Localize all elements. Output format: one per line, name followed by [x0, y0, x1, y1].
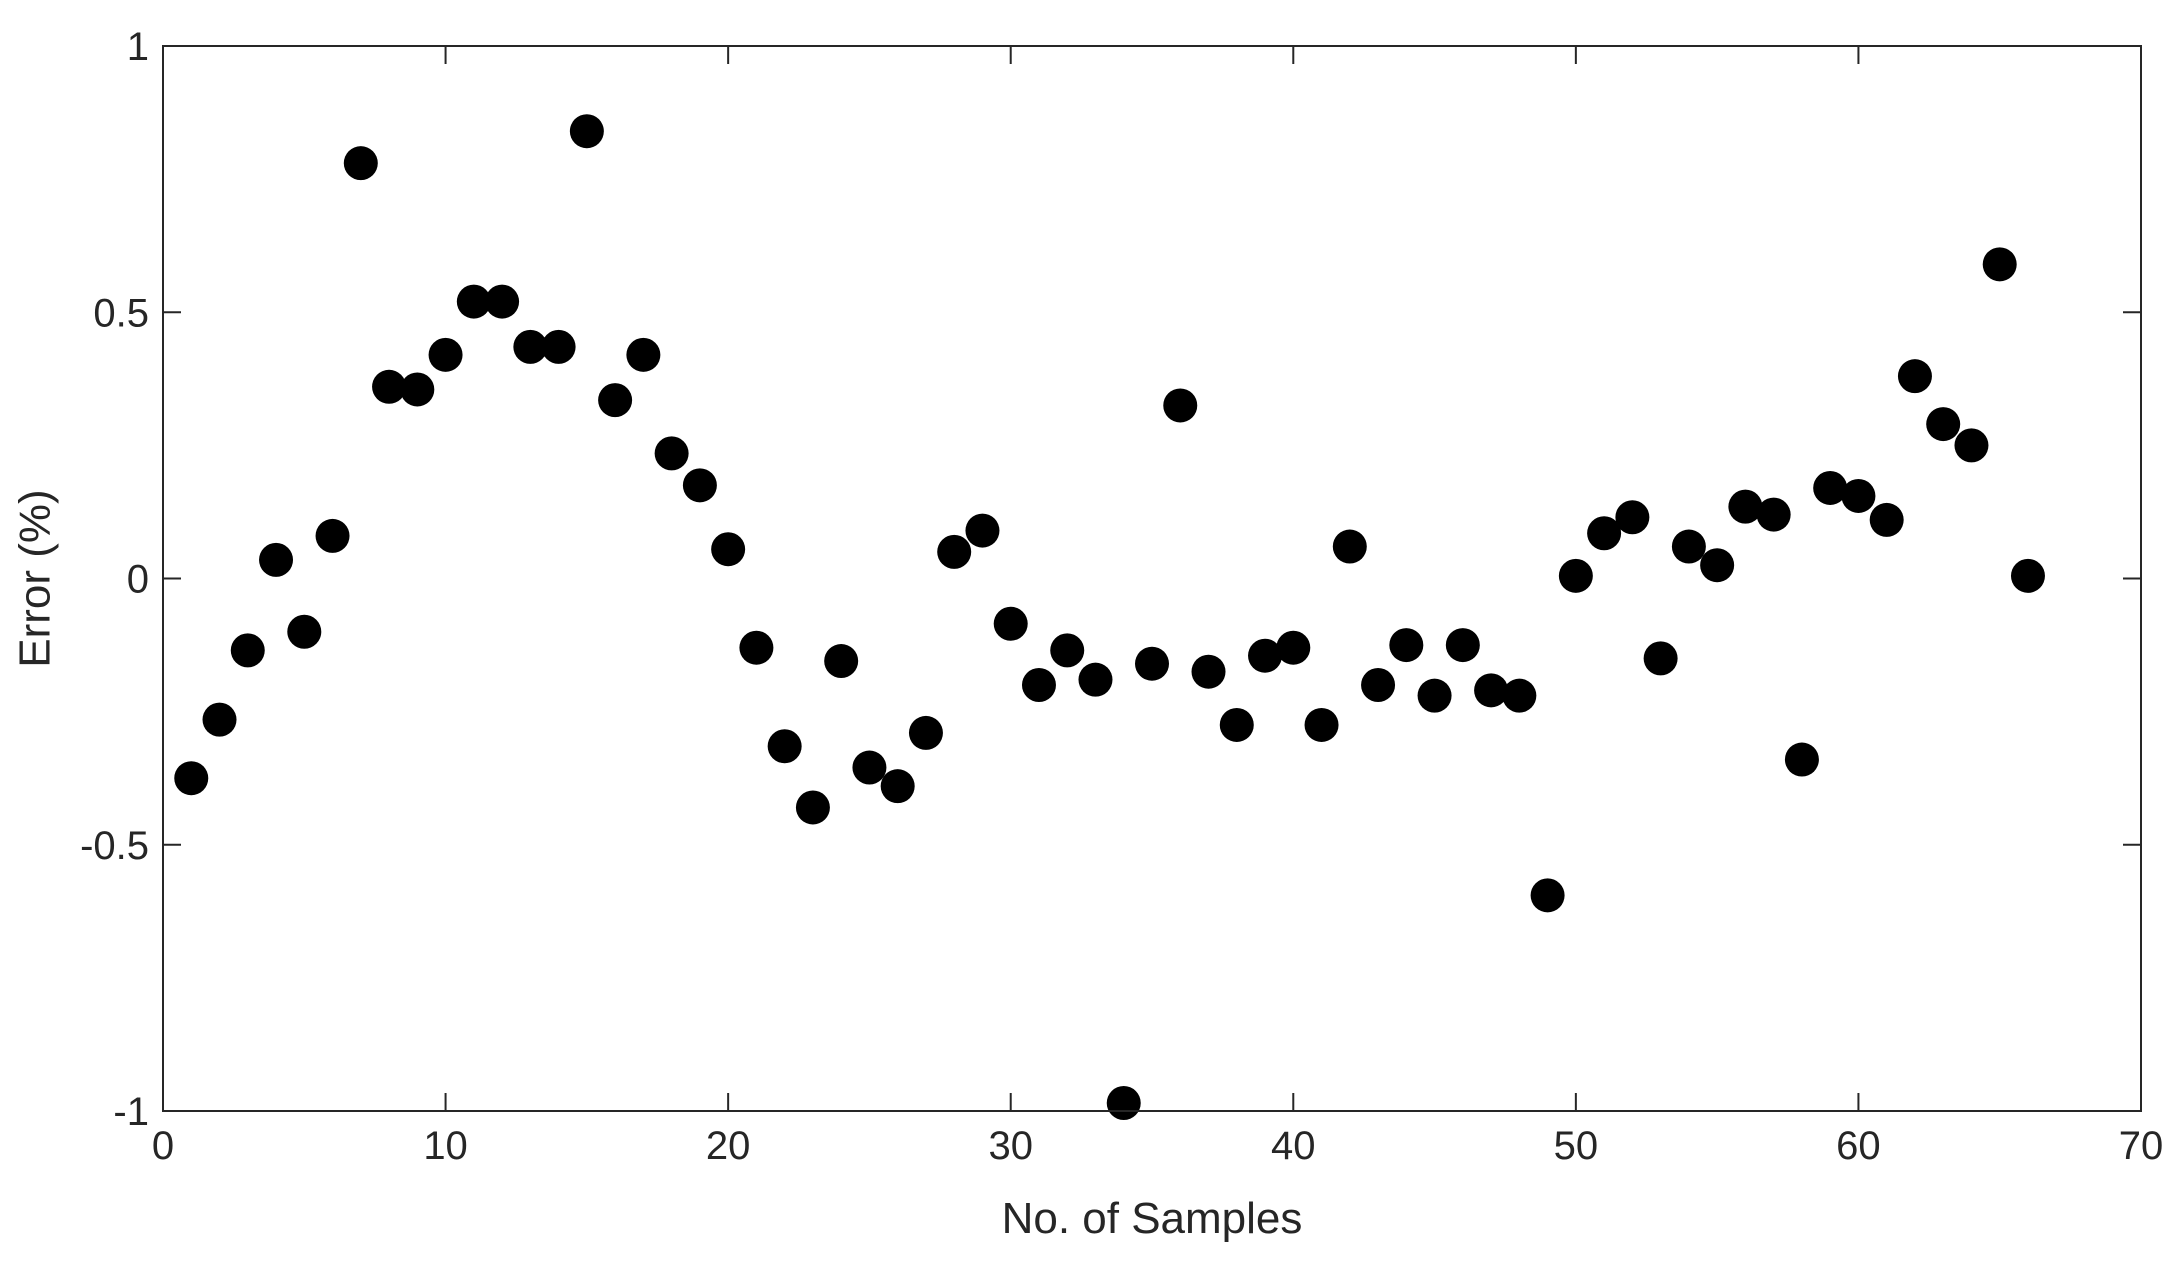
y-tick-label: 0.5	[93, 291, 149, 335]
scatter-point	[1813, 470, 1848, 505]
scatter-point	[1643, 641, 1678, 676]
scatter-point	[287, 614, 322, 649]
x-tick-label: 70	[2119, 1124, 2164, 1168]
scatter-point	[1671, 529, 1706, 564]
scatter-point	[1954, 428, 1989, 463]
x-tick-label: 60	[1836, 1124, 1881, 1168]
scatter-point	[1897, 359, 1932, 394]
scatter-point	[1700, 548, 1735, 583]
scatter-point	[739, 630, 774, 665]
scatter-point	[1389, 628, 1424, 663]
scatter-point	[1021, 668, 1056, 702]
scatter-point	[456, 284, 491, 319]
y-tick-label: -0.5	[80, 824, 149, 868]
scatter-point	[937, 534, 972, 569]
scatter-point	[767, 729, 802, 764]
scatter-point	[1502, 678, 1537, 713]
scatter-point	[372, 369, 407, 404]
data-points	[174, 114, 2045, 1121]
x-tick-label: 50	[1554, 1124, 1599, 1168]
scatter-point	[1163, 388, 1198, 423]
x-tick-label: 0	[152, 1124, 174, 1168]
scatter-point	[2010, 558, 2045, 593]
scatter-point	[1982, 247, 2017, 282]
scatter-point	[569, 114, 604, 149]
scatter-point	[1445, 628, 1480, 663]
scatter-point	[400, 372, 435, 407]
scatter-point	[795, 790, 830, 825]
axis-tick-labels: 0 10 20 30 40 50 60 70 1 0.5 0 -0.5 -1	[80, 25, 2163, 1168]
scatter-point	[202, 702, 237, 737]
scatter-point	[1417, 678, 1452, 713]
x-tick-label: 40	[1271, 1124, 1316, 1168]
scatter-point	[513, 329, 548, 364]
scatter-point	[824, 644, 859, 679]
scatter-point	[343, 146, 378, 181]
scatter-point	[1926, 407, 1961, 442]
y-tick-label: -1	[113, 1090, 149, 1134]
x-axis-label: No. of Samples	[1002, 1194, 1303, 1243]
scatter-point	[1276, 630, 1311, 665]
scatter-point	[541, 329, 576, 364]
scatter-point	[1530, 878, 1565, 913]
scatter-point	[682, 468, 717, 503]
scatter-point	[1106, 1086, 1141, 1121]
scatter-point	[908, 715, 943, 750]
scatter-point	[315, 518, 350, 553]
scatter-point	[1135, 646, 1169, 681]
axes-box	[162, 45, 2142, 1112]
scatter-point	[965, 513, 1000, 548]
x-tick-label: 10	[423, 1124, 468, 1168]
scatter-point	[1248, 638, 1283, 673]
scatter-point	[1474, 673, 1509, 708]
scatter-point	[1078, 662, 1113, 697]
scatter-point	[626, 337, 661, 372]
scatter-point	[1332, 529, 1367, 564]
scatter-point	[1361, 668, 1396, 702]
scatter-point	[1219, 707, 1254, 742]
y-axis-label: Error (%)	[11, 489, 60, 667]
y-tick-label: 1	[127, 25, 149, 69]
scatter-point	[654, 436, 689, 471]
scatter-point	[485, 284, 520, 319]
scatter-point	[1728, 489, 1763, 524]
scatter-point	[993, 606, 1028, 641]
scatter-point	[428, 337, 463, 372]
scatter-point	[880, 769, 915, 804]
scatter-point	[1558, 558, 1593, 593]
scatter-point	[1587, 516, 1622, 551]
scatter-point	[1191, 654, 1226, 689]
scatter-point	[174, 761, 209, 796]
x-tick-label: 20	[706, 1124, 751, 1168]
scatter-point	[1050, 633, 1085, 668]
scatter-point	[1615, 500, 1650, 535]
scatter-point	[1304, 707, 1339, 742]
x-tick-label: 30	[988, 1124, 1033, 1168]
y-tick-label: 0	[127, 558, 149, 602]
scatter-point	[598, 383, 633, 418]
scatter-point	[711, 532, 746, 567]
scatter-point	[1784, 742, 1819, 777]
scatter-point	[1869, 502, 1904, 537]
scatter-point	[259, 542, 294, 577]
scatter-point	[1841, 478, 1876, 513]
scatter-point	[852, 750, 887, 785]
scatter-point	[230, 633, 265, 668]
scatter-point	[1756, 497, 1791, 532]
